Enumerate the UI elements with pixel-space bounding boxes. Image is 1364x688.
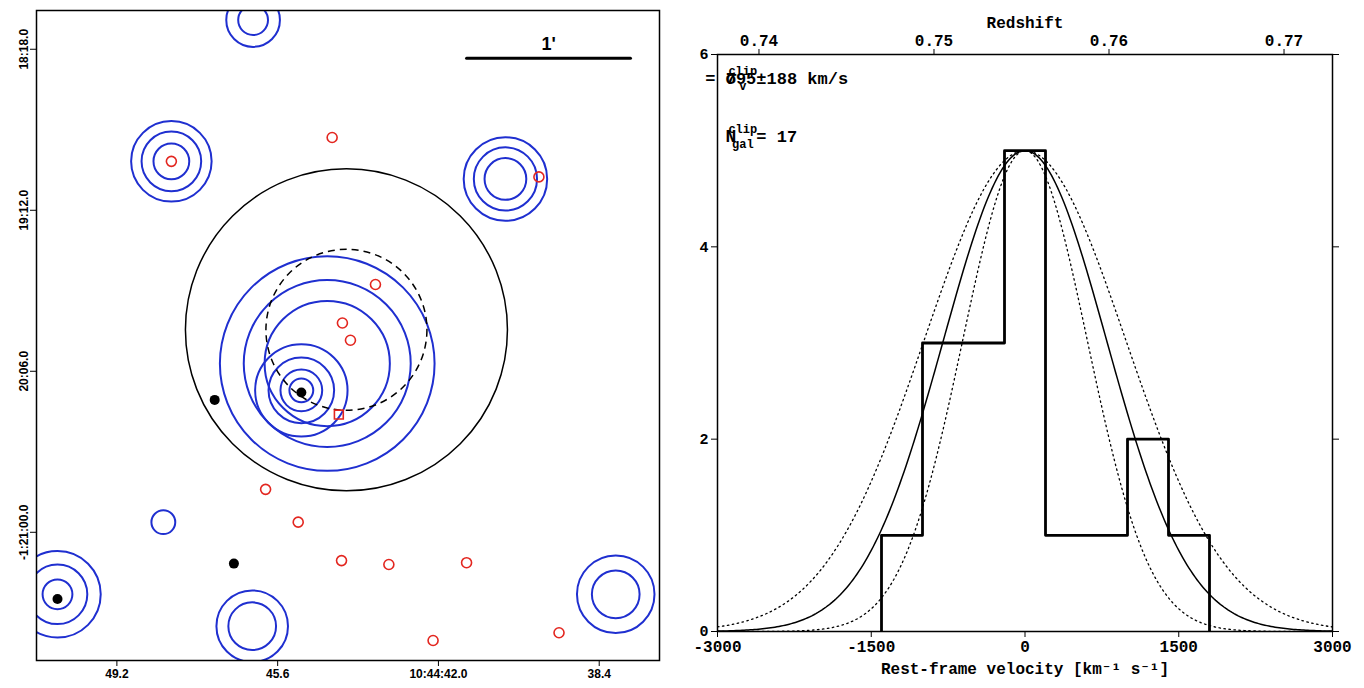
svg-text:= 795±188 km/s: = 795±188 km/s xyxy=(695,70,848,89)
svg-text:4: 4 xyxy=(699,240,708,257)
svg-text:6: 6 xyxy=(699,47,708,64)
svg-text:= 17: = 17 xyxy=(746,128,797,147)
svg-text:2: 2 xyxy=(699,432,708,449)
svg-text:-3000: -3000 xyxy=(693,639,741,657)
svg-text:18:18.0: 18:18.0 xyxy=(17,29,31,70)
svg-text:-1:21:00.0: -1:21:00.0 xyxy=(17,504,31,560)
svg-text:Rest-frame velocity [km⁻¹ s⁻¹]: Rest-frame velocity [km⁻¹ s⁻¹] xyxy=(881,661,1169,679)
svg-text:0.74: 0.74 xyxy=(740,33,779,51)
svg-text:49.2: 49.2 xyxy=(105,667,129,681)
svg-text:0.76: 0.76 xyxy=(1090,33,1128,51)
svg-text:38.4: 38.4 xyxy=(588,667,612,681)
svg-text:1': 1' xyxy=(541,34,555,54)
svg-text:19:12.0: 19:12.0 xyxy=(17,190,31,231)
svg-text:1500: 1500 xyxy=(1160,639,1198,657)
svg-text:0.77: 0.77 xyxy=(1265,33,1303,51)
svg-text:20:06.0: 20:06.0 xyxy=(17,351,31,392)
svg-text:0: 0 xyxy=(699,624,708,641)
svg-text:0: 0 xyxy=(1020,639,1030,657)
svg-text:0.75: 0.75 xyxy=(915,33,953,51)
svg-text:3000: 3000 xyxy=(1313,639,1351,657)
svg-text:-1500: -1500 xyxy=(847,639,895,657)
svg-text:Redshift: Redshift xyxy=(987,15,1064,33)
svg-text:45.6: 45.6 xyxy=(266,667,290,681)
svg-text:10:44:42.0: 10:44:42.0 xyxy=(409,667,467,681)
